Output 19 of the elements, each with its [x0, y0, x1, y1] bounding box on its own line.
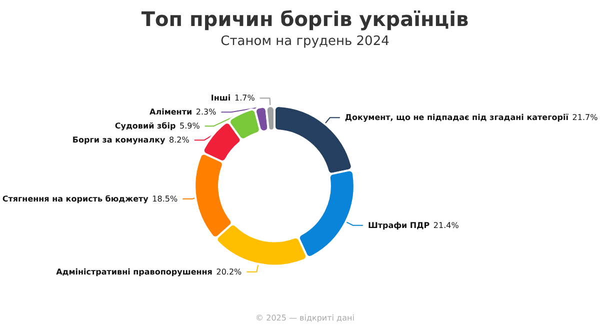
slice-label: Аліменти [150, 108, 192, 117]
data-label: 8.2% [169, 136, 190, 145]
data-label: 2.3% [196, 108, 217, 117]
data-label: 5.9% [179, 122, 200, 131]
slice-label: Документ, що не підпадає під згадані категорії [344, 113, 569, 122]
chart-title: Топ причин боргів українців [141, 7, 469, 31]
data-label: 21.7% [572, 113, 598, 122]
slice-label: Судовий збір [114, 122, 176, 131]
chart-subtitle: Станом на грудень 2024 [220, 34, 390, 49]
text: © 2025 — відкриті дані [256, 314, 354, 322]
data-label: 18.5% [152, 194, 178, 204]
slice-label: Борги за комуналку [72, 136, 166, 145]
data-label: 20.2% [216, 267, 242, 276]
slice-label: Адміністративні правопорушення [56, 267, 212, 276]
slice-label: Штрафи ПДР [368, 220, 430, 230]
data-label: 1.7% [234, 94, 256, 103]
slice-label: Стягнення на користь бюджету [2, 194, 150, 204]
data-label: 21.4% [433, 220, 460, 230]
slice-label: Інші [210, 94, 231, 103]
